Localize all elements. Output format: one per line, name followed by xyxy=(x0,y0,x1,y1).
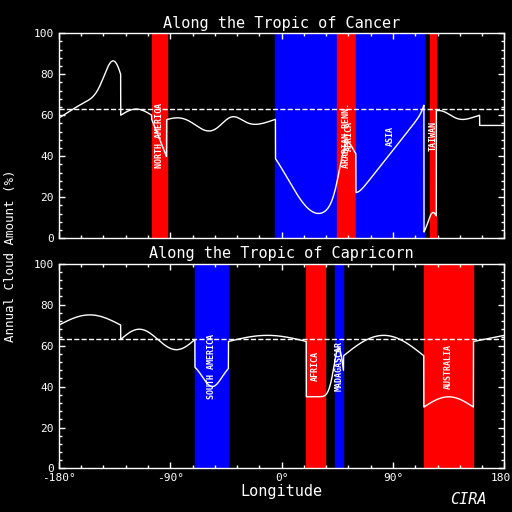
Text: MADAGASCAR: MADAGASCAR xyxy=(335,341,344,391)
Text: ASIA: ASIA xyxy=(386,125,394,146)
Text: ARABIAN PENN.: ARABIAN PENN. xyxy=(342,103,351,168)
Text: Longitude: Longitude xyxy=(241,484,323,499)
Text: NORTH AMERICA: NORTH AMERICA xyxy=(155,103,164,168)
Text: AFRICA: AFRICA xyxy=(311,351,320,381)
Bar xyxy=(356,33,424,238)
Bar xyxy=(152,33,166,238)
Text: TAIWAN: TAIWAN xyxy=(429,121,438,151)
Bar xyxy=(195,264,228,468)
Bar xyxy=(275,33,424,238)
Text: CIRA: CIRA xyxy=(451,492,487,507)
Text: AUSTRALIA: AUSTRALIA xyxy=(444,344,453,389)
Title: Along the Tropic of Cancer: Along the Tropic of Cancer xyxy=(163,16,400,31)
Text: SOUTH AMERICA: SOUTH AMERICA xyxy=(207,334,216,398)
Text: AFRICA: AFRICA xyxy=(345,121,354,151)
Bar xyxy=(337,33,356,238)
Title: Along the Tropic of Capricorn: Along the Tropic of Capricorn xyxy=(150,246,414,261)
Bar xyxy=(306,264,325,468)
Bar xyxy=(430,33,436,238)
Bar xyxy=(424,264,474,468)
Text: Annual Cloud Amount (%): Annual Cloud Amount (%) xyxy=(4,170,17,342)
Bar xyxy=(335,264,344,468)
